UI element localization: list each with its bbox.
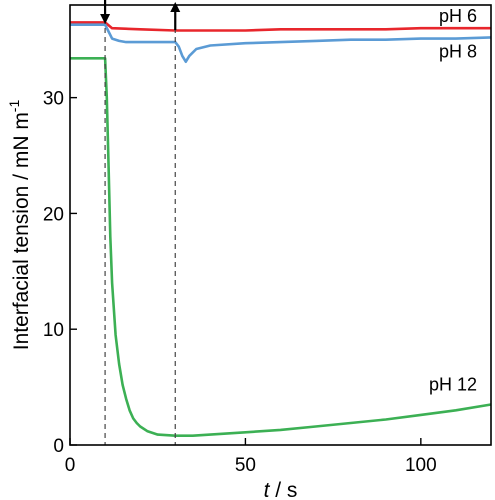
series-label-2: pH 12 <box>429 374 477 394</box>
tick-layer: 0 50 100 0 10 20 30 <box>43 89 437 476</box>
y-tick-label-2: 20 <box>43 204 64 225</box>
x-tick-label-0: 0 <box>65 455 76 476</box>
event-layer <box>100 0 181 445</box>
y-axis-label-sup: -1 <box>6 100 22 113</box>
event-arrow-head-1 <box>170 2 181 12</box>
series-line-0 <box>70 21 491 32</box>
x-axis-label-unit: / s <box>269 479 297 500</box>
series-label-0: pH 6 <box>439 6 477 26</box>
y-tick-label-3: 30 <box>43 89 64 110</box>
series-layer <box>70 21 492 437</box>
x-axis-label-italic: t <box>264 479 271 500</box>
x-tick-label-2: 100 <box>405 455 437 476</box>
y-tick-label-0: 0 <box>53 436 64 457</box>
y-axis-label-text: Interfacial tension / mN m <box>10 112 33 350</box>
y-tick-label-1: 10 <box>43 320 64 341</box>
event-arrow-head-0 <box>100 14 111 24</box>
plot-frame <box>69 4 492 446</box>
y-axis-label: Interfacial tension / mN m-1 <box>6 100 33 351</box>
series-label-layer: pH 6 pH 8 pH 12 <box>429 6 477 394</box>
x-tick-label-1: 50 <box>235 455 256 476</box>
series-line-1 <box>70 23 492 63</box>
series-line-2 <box>70 57 492 437</box>
series-label-1: pH 8 <box>439 41 477 61</box>
x-axis-label: t / s <box>264 479 298 500</box>
